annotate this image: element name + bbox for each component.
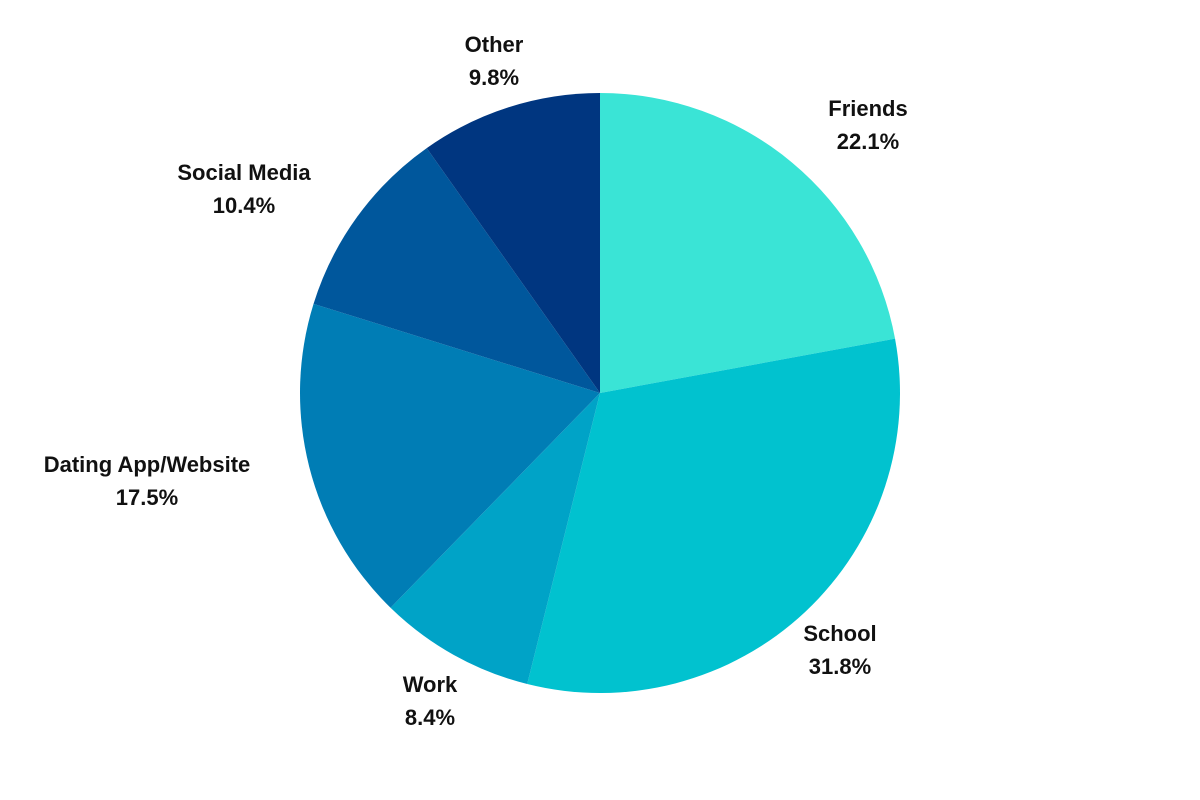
slice-value-label: 22.1% [837,129,899,154]
pie-slices [300,93,900,694]
slice-label: Friends [828,96,907,121]
pie-slice-friends [600,93,896,393]
slice-value-label: 10.4% [213,193,275,218]
slice-label: Other [465,32,524,57]
pie-slice-work [390,393,600,685]
slice-value-label: 17.5% [116,485,178,510]
slice-label: Work [403,672,458,697]
pie-slice-social-media [313,148,600,393]
slice-label: Dating App/Website [44,452,251,477]
slice-label: Social Media [177,160,311,185]
slice-label: School [803,621,876,646]
pie-slice-other [426,93,600,393]
slice-value-label: 9.8% [469,65,519,90]
pie-slice-school [527,338,900,694]
pie-labels: Friends 22.1% School 31.8% Work 8.4% Dating Ap… [44,32,908,730]
slice-value-label: 8.4% [405,705,455,730]
slice-value-label: 31.8% [809,654,871,679]
pie-slice-dating-app-website [300,303,600,608]
